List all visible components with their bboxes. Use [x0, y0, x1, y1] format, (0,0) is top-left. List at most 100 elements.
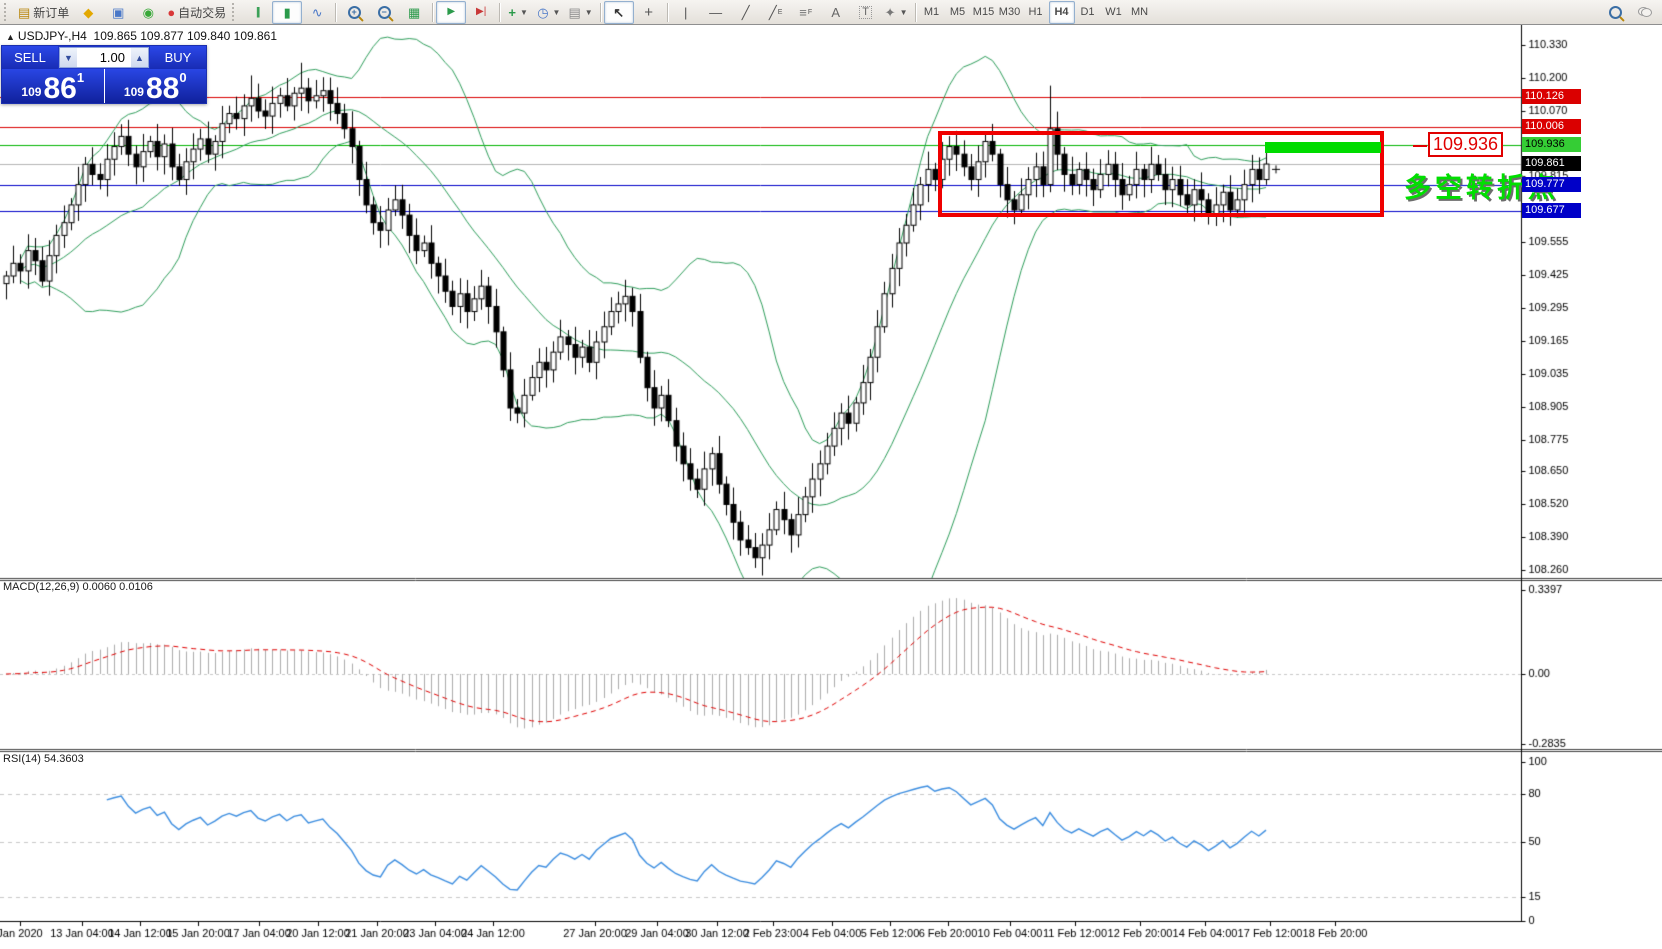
text-button[interactable]: A [821, 1, 851, 24]
timeframe-button-m5[interactable]: M5 [949, 6, 966, 18]
toolbar-separator [914, 2, 916, 22]
annotation-price-callout[interactable]: 109.936 [1428, 132, 1504, 157]
toolbar-separator [599, 2, 601, 22]
timeframe-button-m1[interactable]: M1 [923, 6, 940, 18]
search-icon [1608, 5, 1622, 19]
line-chart-button[interactable]: ∿ [302, 1, 332, 24]
cursor-button[interactable]: ↖ [603, 0, 634, 24]
sell-price-big: 86 [43, 71, 77, 105]
price-axis-badge: 109.677 [1522, 202, 1581, 218]
buy-price-prefix: 109 [123, 85, 144, 99]
dropdown-arrow-icon: ▼ [899, 7, 908, 17]
template-icon: ▤ [568, 4, 581, 20]
shapes-icon: ✦ [884, 4, 896, 20]
timeframe-button-h4[interactable]: H4 [1048, 0, 1075, 24]
tile-windows-icon: ▦ [408, 4, 421, 20]
vertical-line-icon: | [683, 4, 688, 20]
chat-icon [1638, 7, 1652, 17]
sell-price-prefix: 109 [21, 85, 42, 99]
timeframe-button-w1[interactable]: W1 [1105, 6, 1122, 18]
gold-icon: ◆ [83, 4, 94, 20]
channel-button[interactable]: ╱ E [768, 4, 783, 20]
equidistant-channel-icon: ╱ [768, 4, 777, 20]
one-click-trade-panel: SELL ▼ 1.00 ▲ BUY 109 86 1 109 88 0 [1, 45, 207, 104]
chart-shift-icon: ▶| [476, 6, 487, 17]
autotrade-button[interactable]: ● 自动交易 [163, 1, 230, 24]
auto-scroll-button[interactable]: ▶ [436, 0, 467, 24]
crosshair-button[interactable]: + [634, 1, 664, 24]
chart-canvas[interactable] [0, 25, 1662, 949]
horizontal-line-button[interactable]: — [701, 1, 731, 24]
sell-price-pip: 1 [76, 70, 85, 85]
candlestick-chart-button[interactable]: ▮ [272, 0, 303, 24]
new-order-button[interactable]: ▤ 新订单 [14, 1, 73, 24]
signal-icon: ◉ [142, 4, 154, 20]
price-axis-badge: 110.126 [1522, 88, 1581, 104]
main-toolbar: ▤ 新订单 ◆ ▣ ◉ ● 自动交易 ||| ▮ ∿ + − ▦ ▶ ▶| + ▼… [0, 0, 1662, 25]
toolbar-separator [335, 2, 337, 22]
chart-ohlc-readout: 109.865 109.877 109.840 109.861 [93, 29, 278, 43]
annotation-highlight-bar[interactable] [1265, 142, 1381, 153]
volume-decrease-button[interactable]: ▼ [60, 48, 77, 67]
chat-button[interactable] [1630, 1, 1660, 24]
text-label-icon: T [859, 5, 873, 19]
text-label-button[interactable]: T [851, 1, 881, 24]
zoom-out-button[interactable]: − [369, 1, 399, 24]
periods-button[interactable]: ◷ ▼ [533, 1, 564, 24]
timeframe-button-h1[interactable]: H1 [1028, 6, 1043, 18]
bar-chart-button[interactable]: ||| [242, 1, 272, 24]
timeframe-button-d1[interactable]: D1 [1080, 6, 1095, 18]
timeframe-button-m30[interactable]: M30 [998, 6, 1021, 18]
volume-input[interactable]: 1.00 [99, 50, 125, 65]
zoom-out-icon: − [377, 5, 391, 19]
rsi-label: RSI(14) 54.3603 [3, 753, 84, 765]
chart-symbol-title: USDJPY-,H4 [17, 29, 87, 43]
timeframe-button-mn[interactable]: MN [1130, 6, 1149, 18]
buy-button[interactable]: BUY [150, 46, 206, 69]
annotation-rectangle[interactable] [938, 131, 1384, 217]
monitor-icon: ▣ [112, 4, 125, 20]
macd-label: MACD(12,26,9) 0.0060 0.0106 [3, 581, 153, 593]
price-axis-badge: 110.006 [1522, 119, 1581, 135]
annotation-callout-dash [1413, 145, 1427, 147]
templates-button[interactable]: ▤ ▼ [564, 1, 596, 24]
signals-button[interactable]: ◉ [133, 1, 163, 24]
trendline-button[interactable]: ╱ [731, 1, 761, 24]
cursor-icon: ↖ [613, 4, 625, 20]
clock-icon: ◷ [537, 4, 549, 20]
buy-price-button[interactable]: 109 88 0 [104, 69, 206, 105]
dropdown-arrow-icon: ▼ [552, 7, 561, 17]
horizontal-line-icon: — [709, 4, 723, 20]
chart-shift-button[interactable]: ▶| [466, 1, 496, 24]
gold-button[interactable]: ◆ [73, 1, 103, 24]
volume-increase-button[interactable]: ▲ [131, 48, 148, 67]
price-axis-badge: 109.861 [1522, 156, 1581, 172]
toolbar-grip[interactable] [232, 3, 238, 21]
zoom-in-button[interactable]: + [339, 1, 369, 24]
fibonacci-icon: ≡ [799, 4, 807, 20]
arrows-button[interactable]: ✦ ▼ [881, 1, 912, 24]
price-axis-badge: 109.936 [1522, 137, 1581, 152]
new-order-icon: ▤ [18, 4, 31, 20]
dropdown-arrow-icon: ▼ [584, 7, 593, 17]
buy-price-big: 88 [145, 71, 180, 105]
buy-price-pip: 0 [179, 70, 187, 85]
bar-chart-icon: ||| [255, 5, 260, 18]
search-button[interactable] [1600, 1, 1630, 24]
sell-price-button[interactable]: 109 86 1 [2, 69, 104, 103]
fibonacci-button[interactable]: ≡ F [799, 4, 813, 20]
dropdown-arrow-icon: ▼ [520, 7, 528, 17]
tile-windows-button[interactable]: ▦ [399, 1, 429, 24]
autotrade-robot-icon: ● [167, 4, 176, 20]
toolbar-grip[interactable] [4, 3, 10, 21]
sell-button[interactable]: SELL [2, 46, 58, 69]
auto-scroll-icon: ▶ [447, 6, 456, 17]
collapse-trade-panel-icon[interactable]: ▲ [6, 32, 15, 42]
market-watch-button[interactable]: ▣ [103, 1, 133, 24]
volume-stepper: ▼ 1.00 ▲ [59, 47, 149, 68]
timeframe-button-m15[interactable]: M15 [972, 6, 995, 18]
indicators-plus-icon: + [508, 4, 517, 20]
vertical-line-button[interactable]: | [671, 1, 701, 24]
chart-header: ▲ USDJPY-,H4 109.865 109.877 109.840 109.… [6, 29, 277, 43]
indicators-button[interactable]: + ▼ [503, 1, 533, 24]
